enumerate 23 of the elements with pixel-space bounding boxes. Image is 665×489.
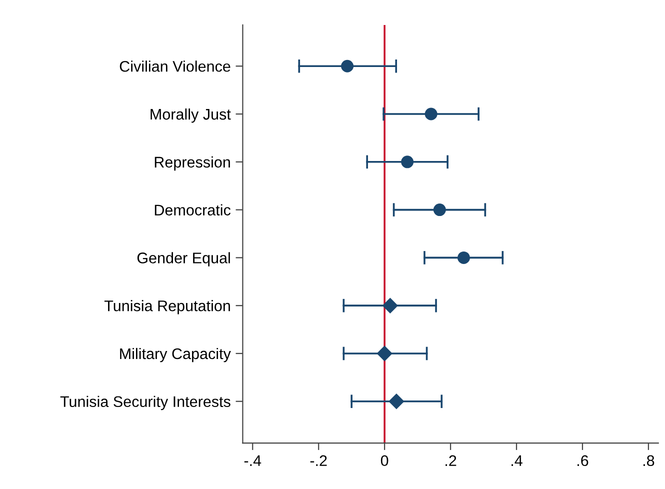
point bbox=[388, 394, 404, 409]
x-tick-label: 0 bbox=[380, 455, 388, 466]
x-tick-label: .4 bbox=[512, 455, 522, 466]
y-tick-label: Civilian Violence bbox=[120, 60, 230, 72]
point bbox=[424, 108, 438, 120]
point bbox=[376, 346, 392, 362]
x-tick-label: -.4 bbox=[244, 455, 262, 466]
x-tick-label: .6 bbox=[578, 455, 588, 466]
y-tick-label: Democratic bbox=[154, 204, 231, 216]
y-tick-label: Repression bbox=[154, 156, 230, 171]
y-tick-label: Tunisia Security Interests bbox=[60, 396, 230, 410]
point bbox=[433, 204, 446, 216]
x-tick-label: .2 bbox=[446, 455, 456, 466]
x-tick-label: .8 bbox=[643, 455, 654, 466]
x-tick-label: -.2 bbox=[310, 455, 327, 466]
y-tick-label: Military Capacity bbox=[120, 348, 231, 362]
point bbox=[382, 298, 398, 314]
point bbox=[457, 251, 470, 264]
y-tick-label: Gender Equal bbox=[137, 252, 230, 266]
y-tick-label: Morally Just bbox=[150, 108, 231, 123]
point bbox=[341, 60, 354, 72]
y-tick-label: Tunisia Reputation bbox=[104, 300, 230, 314]
point bbox=[401, 156, 414, 168]
